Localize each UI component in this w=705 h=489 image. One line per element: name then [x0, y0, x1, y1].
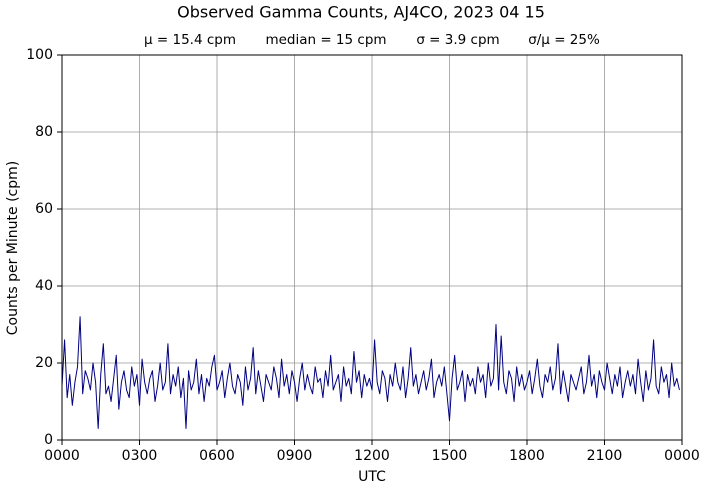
- stat-annotation: μ = 15.4 cpm: [144, 32, 236, 48]
- data-line: [61, 316, 680, 429]
- y-tick-label: 20: [35, 355, 53, 371]
- x-tick-label: 1500: [432, 448, 468, 464]
- x-axis-label: UTC: [358, 469, 386, 485]
- plot-frame: [61, 54, 683, 441]
- y-tick-label: 80: [35, 124, 53, 140]
- x-tick-label: 0000: [664, 448, 700, 464]
- x-tick-label: 0000: [44, 448, 80, 464]
- y-tick-label: 40: [35, 278, 53, 294]
- x-tick-label: 0600: [199, 448, 235, 464]
- x-tick-label: 0300: [122, 448, 158, 464]
- y-tick-label: 0: [44, 432, 53, 448]
- x-tick-label: 0900: [277, 448, 313, 464]
- y-tick-label: 100: [26, 47, 53, 63]
- stat-annotation: σ = 3.9 cpm: [416, 32, 499, 48]
- stat-annotation: median = 15 cpm: [265, 32, 386, 48]
- x-tick-label: 1200: [354, 448, 390, 464]
- stat-annotation: σ/μ = 25%: [528, 32, 600, 48]
- y-tick-label: 60: [35, 201, 53, 217]
- y-axis-label: Counts per Minute (cpm): [5, 161, 21, 335]
- x-tick-label: 1800: [509, 448, 545, 464]
- chart-title: Observed Gamma Counts, AJ4CO, 2023 04 15: [177, 3, 545, 22]
- x-tick-label: 2100: [587, 448, 623, 464]
